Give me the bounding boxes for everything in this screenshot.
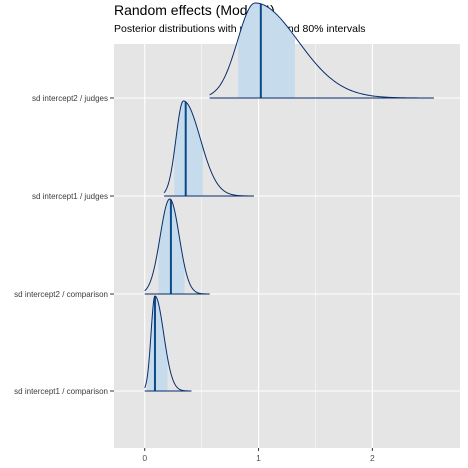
y-tick-label: sd intercept2 / judges xyxy=(32,94,108,103)
x-tick-label: 1 xyxy=(256,453,261,463)
chart-subtitle: Posterior distributions with medians and… xyxy=(114,23,366,35)
chart-title: Random effects (Model 4) xyxy=(114,2,275,18)
ridge-3 xyxy=(209,2,434,99)
ridge-series xyxy=(144,2,434,392)
ridge-2 xyxy=(163,100,255,197)
density-curve xyxy=(144,198,210,295)
interval-80-area xyxy=(238,3,295,98)
x-axis: 0 1 2 xyxy=(142,448,375,463)
x-tick-label: 2 xyxy=(370,453,375,463)
ridge-1 xyxy=(144,198,210,295)
y-tick-label: sd intercept1 / comparison xyxy=(14,387,108,396)
y-tick-label: sd intercept2 / comparison xyxy=(14,290,108,299)
y-tick-label: sd intercept1 / judges xyxy=(32,192,108,201)
x-tick-label: 0 xyxy=(142,453,147,463)
ridge-0 xyxy=(144,295,192,392)
y-axis-labels: sd intercept1 / comparison sd intercept2 … xyxy=(14,94,114,396)
